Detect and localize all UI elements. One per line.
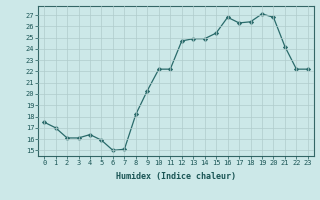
X-axis label: Humidex (Indice chaleur): Humidex (Indice chaleur) — [116, 172, 236, 181]
